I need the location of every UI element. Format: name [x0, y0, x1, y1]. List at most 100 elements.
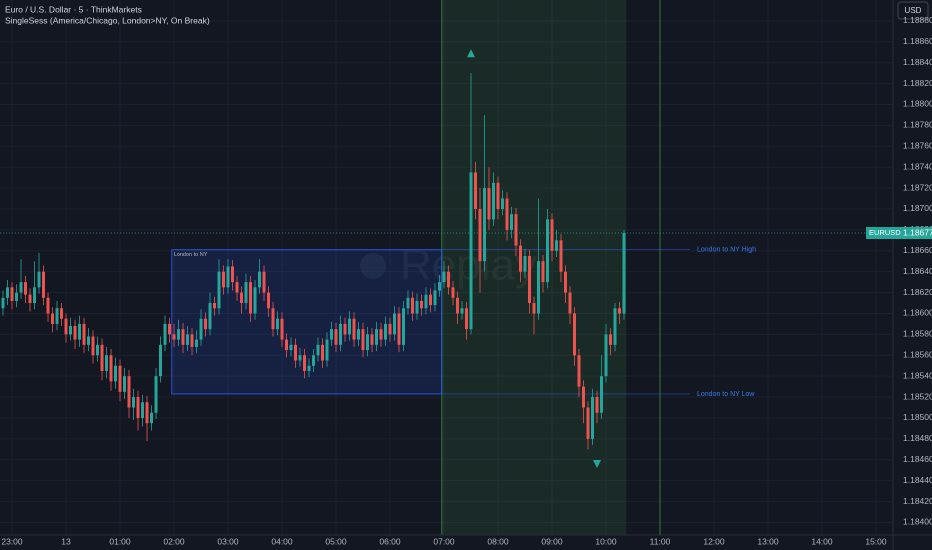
y-tick-label: 1.18820 [903, 78, 932, 88]
candle-body [55, 308, 59, 324]
candle-body [271, 308, 275, 330]
y-tick-label: 1.18800 [903, 99, 932, 109]
candle-body [554, 240, 558, 251]
watermark: Replay [400, 241, 537, 290]
candle-body [78, 323, 82, 340]
candle-body [91, 336, 95, 356]
candle-body [289, 344, 293, 351]
candle-body [150, 412, 154, 424]
range-box [171, 249, 443, 395]
candle-body [118, 365, 122, 392]
candle-body [127, 376, 131, 408]
candle-body [253, 287, 257, 314]
candle-body [114, 365, 118, 382]
candle-body [343, 323, 347, 335]
price-tag-symbol: EURUSD [869, 228, 901, 237]
y-tick-label: 1.18700 [903, 203, 932, 213]
candle-body [581, 386, 585, 408]
candle-body [330, 329, 334, 340]
y-tick-label: 1.18500 [903, 412, 932, 422]
candle-body [6, 287, 10, 298]
candle-body [136, 397, 140, 418]
y-tick-label: 1.18860 [903, 36, 932, 46]
candle-body [519, 245, 523, 272]
candle-body [258, 271, 262, 288]
x-tick-label: 13:00 [757, 536, 779, 546]
candle-body [415, 300, 419, 314]
x-tick-label: 02:00 [163, 536, 185, 546]
candle-body [181, 329, 185, 345]
candle-body [406, 297, 410, 309]
x-tick-label: 01:00 [109, 536, 131, 546]
candle-body [388, 323, 392, 335]
y-tick-label: 1.18460 [903, 454, 932, 464]
candle-body [429, 294, 433, 306]
candle-body [505, 198, 509, 230]
x-tick-label: 23:00 [1, 536, 23, 546]
candle-body [474, 172, 478, 209]
candle-body [244, 282, 248, 304]
candle-body [357, 329, 361, 340]
candle-body [132, 397, 136, 408]
candle-body [222, 271, 226, 288]
x-tick-label: 14:00 [811, 536, 833, 546]
candle-body [109, 355, 113, 382]
y-tick-label: 1.18640 [903, 266, 932, 276]
candle-body [82, 323, 86, 345]
candle-body [204, 318, 208, 330]
candle-body [420, 300, 424, 309]
candle-body [141, 402, 145, 418]
candle-body [595, 397, 599, 413]
candle-body [370, 334, 374, 345]
candle-body [465, 308, 469, 330]
candle-body [231, 266, 235, 283]
candle-body [608, 334, 612, 345]
candle-body [622, 233, 626, 314]
candle-body [550, 219, 554, 251]
candle-body [501, 198, 505, 209]
candle-body [361, 329, 365, 351]
candle-body [613, 308, 617, 345]
currency-button[interactable] [897, 1, 929, 20]
candle-body [15, 292, 19, 301]
candle-body [541, 261, 545, 283]
y-tick-label: 1.18480 [903, 433, 932, 443]
candle-body [190, 334, 194, 347]
candle-body [64, 318, 68, 335]
candle-body [24, 282, 28, 295]
candle-body [60, 308, 64, 319]
candle-body [285, 339, 289, 351]
candle-body [325, 339, 329, 361]
candle-body [168, 323, 172, 335]
candle-body [172, 334, 176, 340]
candle-body [528, 256, 532, 304]
candle-body [199, 318, 203, 340]
candle-body [536, 261, 540, 314]
candle-body [303, 355, 307, 371]
candle-body [217, 271, 221, 309]
candle-body [154, 376, 158, 413]
candle-body [123, 376, 127, 392]
y-tick-label: 1.18840 [903, 57, 932, 67]
plot: Replay London to NY London to NY High Londo… [0, 0, 893, 535]
signal-marker [592, 459, 601, 468]
candle-body [384, 323, 388, 340]
candle-body [105, 355, 109, 371]
candle-body [483, 188, 487, 262]
candle-body [33, 287, 37, 304]
price-tag [866, 227, 932, 240]
y-tick-label: 1.18600 [903, 308, 932, 318]
candle-body [339, 323, 343, 345]
x-tick-label: 15:00 [865, 536, 887, 546]
candle-body [1, 297, 5, 309]
y-tick-label: 1.18520 [903, 391, 932, 401]
candle-body [433, 290, 437, 306]
x-tick-label: 07:00 [433, 536, 455, 546]
candle-body [10, 287, 14, 301]
candle-body [163, 323, 167, 345]
indicator-title: SingleSess (America/Chicago, London>NY, … [5, 15, 210, 25]
candle-body [496, 182, 500, 209]
x-tick-label: 05:00 [325, 536, 347, 546]
